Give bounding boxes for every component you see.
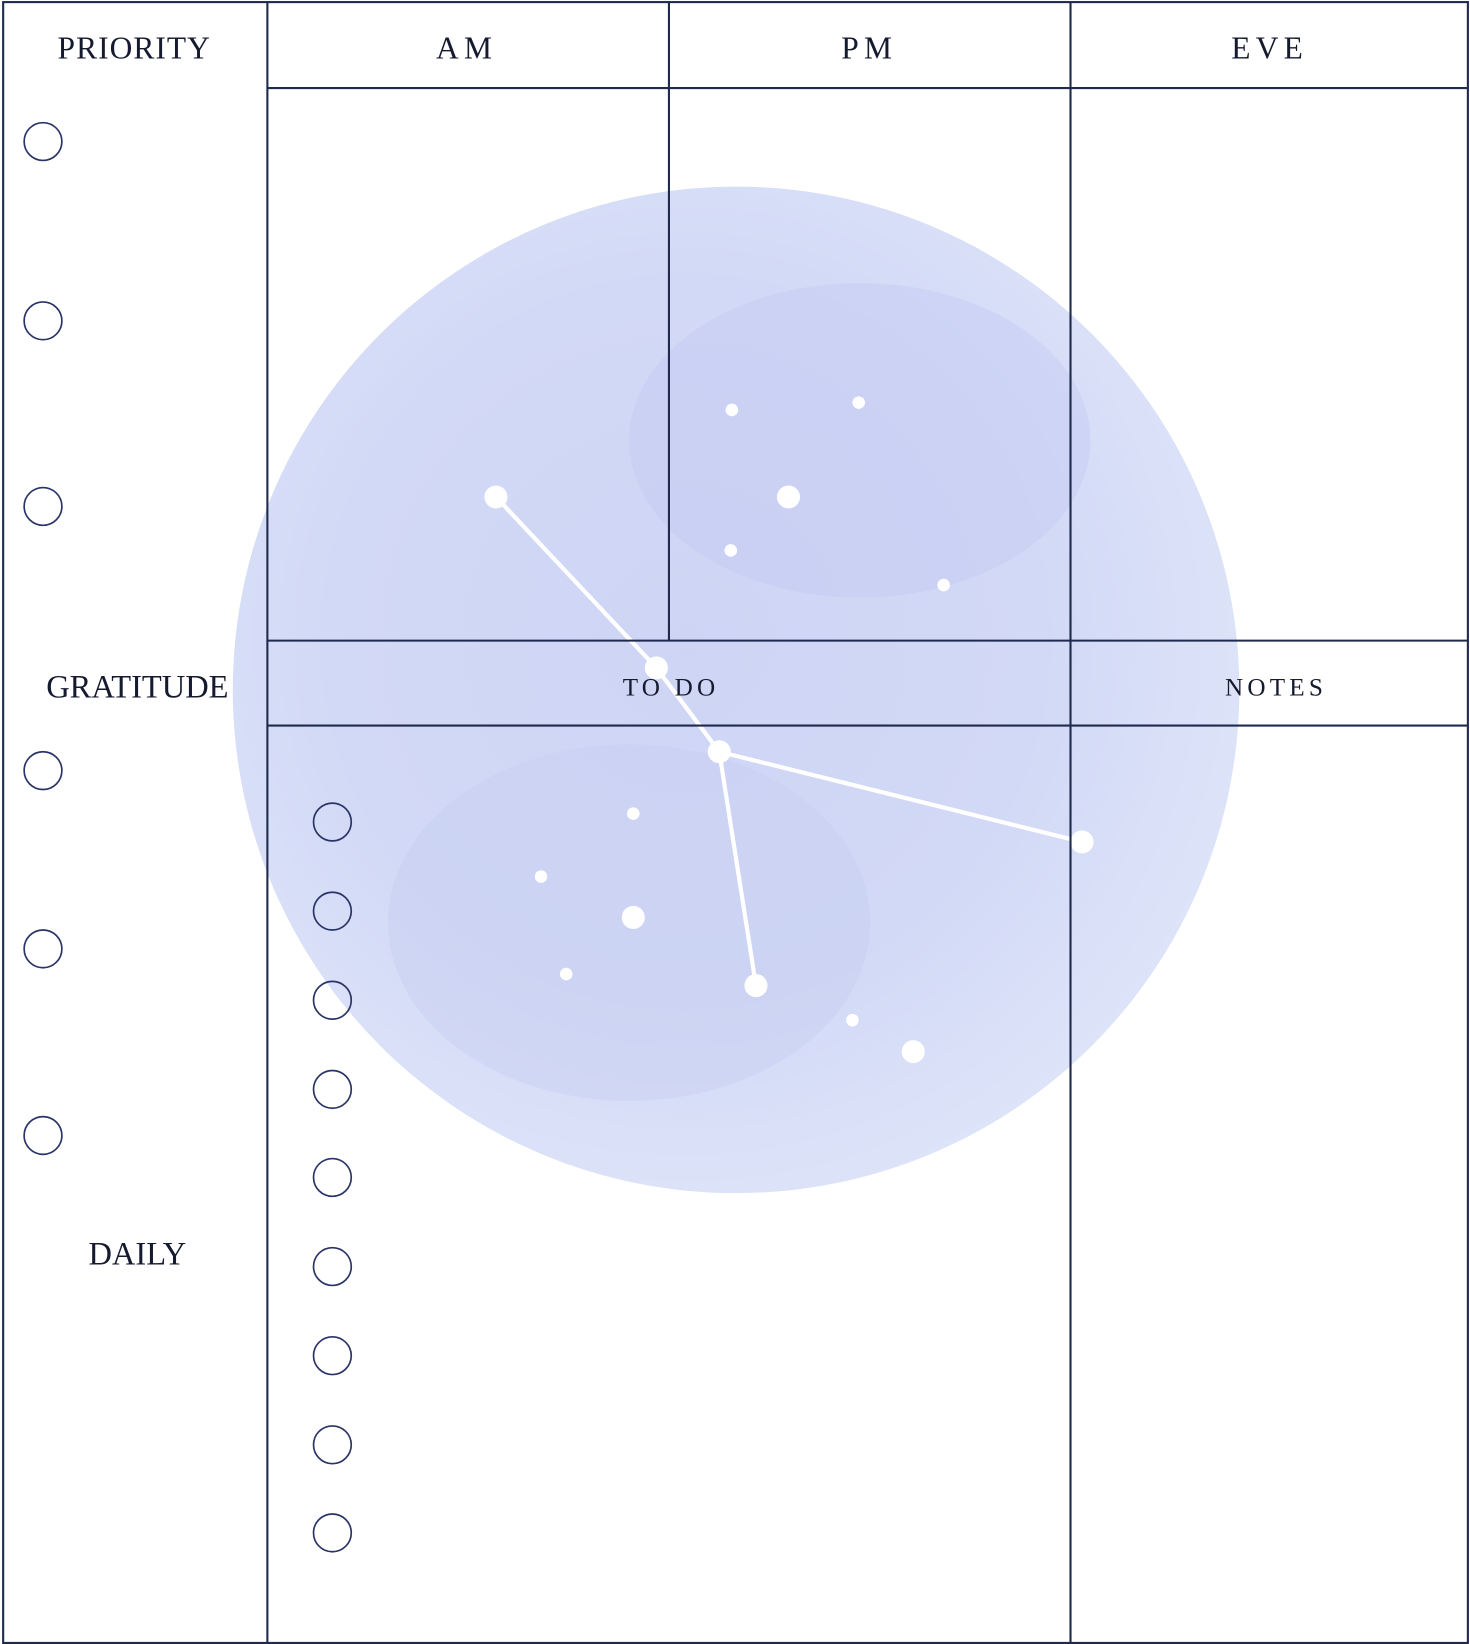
priority-heading: PRIORITY (58, 31, 211, 66)
checkboxes (23, 121, 353, 1553)
daily-heading: DAILY (88, 1237, 186, 1273)
gratitude-checkbox[interactable] (23, 750, 63, 791)
gratitude-checkbox[interactable] (23, 929, 63, 969)
priority-checkbox[interactable] (23, 486, 63, 527)
gratitude-checkbox[interactable] (23, 1115, 63, 1156)
todo-checkbox[interactable] (312, 1513, 353, 1553)
pm-heading: PM (841, 31, 897, 66)
todo-checkbox[interactable] (312, 1157, 353, 1198)
priority-checkbox[interactable] (23, 301, 63, 341)
todo-checkbox[interactable] (312, 1069, 353, 1110)
todo-heading: TO DO (623, 675, 720, 702)
todo-checkbox[interactable] (312, 891, 353, 931)
labels: PRIORITY AM PM EVE GRATITUDE TO DO NOTES… (46, 31, 1327, 1273)
eve-heading: EVE (1231, 31, 1308, 66)
am-heading: AM (436, 31, 497, 66)
todo-checkbox[interactable] (312, 1335, 353, 1376)
notes-heading: NOTES (1225, 675, 1327, 702)
priority-checkbox[interactable] (23, 121, 63, 162)
todo-checkbox[interactable] (312, 980, 353, 1020)
constellation-art (232, 186, 1240, 1194)
todo-checkbox[interactable] (312, 1425, 353, 1465)
todo-checkbox[interactable] (312, 802, 353, 842)
gratitude-heading: GRATITUDE (46, 669, 228, 705)
todo-checkbox[interactable] (312, 1246, 353, 1287)
